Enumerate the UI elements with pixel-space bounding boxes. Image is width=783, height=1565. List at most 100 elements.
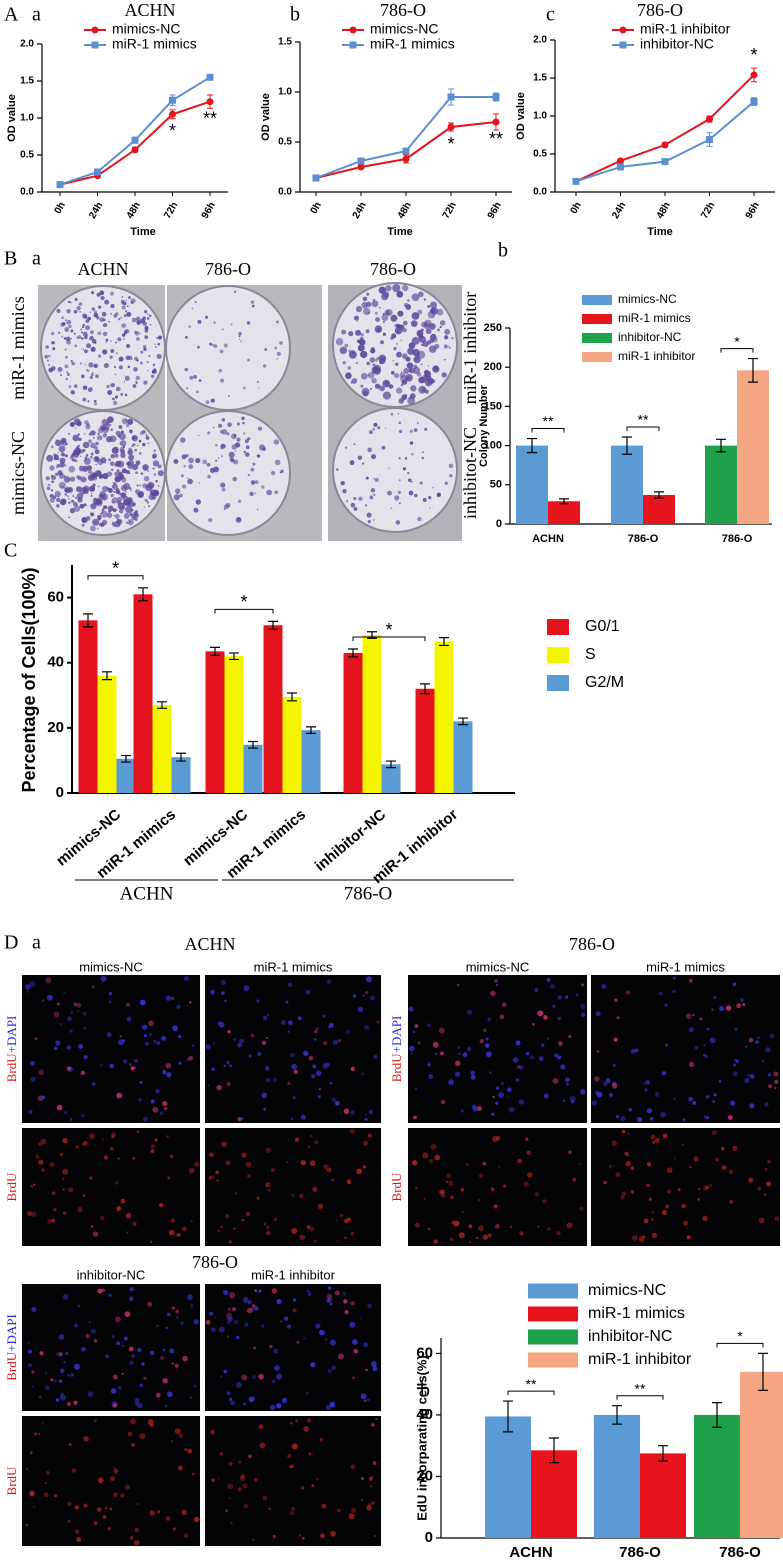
cell bbox=[258, 1424, 264, 1430]
colony bbox=[144, 310, 148, 314]
colony bbox=[102, 505, 107, 509]
colony bbox=[369, 388, 372, 390]
cell bbox=[306, 1391, 309, 1395]
colony bbox=[84, 335, 88, 340]
cell bbox=[131, 1443, 135, 1447]
colony bbox=[186, 387, 188, 390]
y-tick-label: 0.0 bbox=[278, 187, 292, 198]
cell bbox=[643, 1082, 646, 1085]
cell bbox=[28, 1109, 33, 1114]
cell bbox=[734, 1058, 738, 1062]
colony bbox=[155, 480, 158, 483]
cell bbox=[718, 1080, 722, 1083]
cell bbox=[227, 1483, 234, 1490]
cell bbox=[170, 1439, 174, 1443]
panel-label: b bbox=[290, 4, 300, 26]
cell bbox=[241, 1218, 245, 1222]
micrograph bbox=[22, 1284, 200, 1411]
colony bbox=[118, 365, 123, 370]
colony bbox=[404, 457, 408, 460]
cell bbox=[33, 1505, 36, 1508]
cell bbox=[332, 1039, 339, 1045]
cell bbox=[491, 1112, 495, 1116]
colony bbox=[68, 324, 72, 329]
colony bbox=[221, 455, 223, 458]
cell bbox=[121, 1372, 124, 1375]
cell bbox=[688, 1027, 694, 1033]
cell bbox=[557, 1055, 562, 1060]
bar bbox=[282, 696, 302, 793]
cell bbox=[55, 1398, 60, 1402]
cell bbox=[594, 1076, 600, 1082]
cell bbox=[75, 1145, 79, 1149]
colony bbox=[151, 494, 157, 500]
cell bbox=[33, 1183, 36, 1186]
cell bbox=[161, 1036, 167, 1041]
colony bbox=[103, 363, 109, 369]
legend-swatch bbox=[582, 314, 612, 324]
cell bbox=[292, 1308, 297, 1313]
colony bbox=[77, 497, 81, 501]
cell bbox=[63, 1361, 66, 1364]
colony bbox=[56, 464, 61, 468]
cell bbox=[564, 1077, 570, 1083]
colony bbox=[372, 427, 376, 431]
colony bbox=[116, 488, 120, 491]
cell bbox=[44, 1482, 47, 1485]
cell bbox=[325, 1062, 331, 1068]
cell bbox=[578, 1162, 581, 1165]
cell bbox=[412, 1160, 418, 1166]
cell bbox=[620, 1195, 625, 1200]
cell bbox=[298, 1533, 302, 1537]
cell bbox=[70, 1373, 74, 1377]
colony bbox=[375, 369, 377, 371]
colony bbox=[109, 291, 114, 296]
cell bbox=[648, 1197, 652, 1201]
colony bbox=[247, 437, 251, 441]
cell bbox=[477, 1106, 482, 1111]
colony bbox=[350, 349, 356, 355]
colony bbox=[368, 430, 373, 435]
colony bbox=[408, 490, 414, 496]
cell bbox=[487, 1233, 492, 1238]
cell bbox=[162, 1070, 167, 1075]
colony bbox=[394, 373, 400, 379]
cell bbox=[489, 1071, 492, 1074]
cell bbox=[293, 1069, 298, 1074]
colony bbox=[401, 394, 407, 401]
cell bbox=[611, 1083, 618, 1089]
cell bbox=[527, 1172, 533, 1178]
colony bbox=[391, 333, 397, 339]
cell bbox=[170, 996, 175, 1001]
cell bbox=[485, 1051, 492, 1058]
cell bbox=[236, 1335, 240, 1340]
colony bbox=[102, 324, 105, 327]
cell bbox=[172, 1527, 176, 1531]
colony bbox=[125, 299, 127, 301]
colony bbox=[123, 513, 130, 519]
y-tick-label: 1.5 bbox=[533, 73, 547, 84]
cell bbox=[162, 1378, 168, 1384]
significance-bracket bbox=[720, 348, 754, 353]
colony bbox=[88, 338, 91, 340]
marker bbox=[206, 98, 214, 106]
colony bbox=[234, 450, 237, 452]
legend-label: G0/1 bbox=[585, 618, 620, 635]
marker bbox=[619, 26, 627, 34]
cell bbox=[169, 1348, 175, 1354]
cell bbox=[230, 1521, 233, 1525]
cell bbox=[694, 1045, 699, 1050]
colony bbox=[382, 332, 387, 336]
colony bbox=[236, 422, 240, 426]
colony bbox=[231, 433, 237, 440]
colony bbox=[274, 459, 281, 466]
colony bbox=[70, 329, 74, 333]
cell bbox=[445, 1180, 449, 1183]
colony bbox=[50, 489, 54, 492]
colony bbox=[228, 451, 235, 458]
bar bbox=[152, 705, 172, 793]
cell bbox=[162, 1100, 168, 1107]
cell bbox=[256, 1196, 260, 1200]
cell bbox=[534, 988, 539, 993]
cell bbox=[646, 1108, 653, 1114]
